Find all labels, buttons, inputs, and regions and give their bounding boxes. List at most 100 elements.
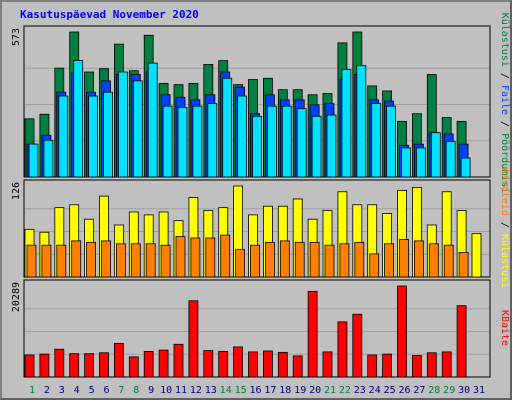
bar-arvuteid-day-8 bbox=[130, 243, 141, 278]
x-tick-label-day-14: 14 bbox=[220, 385, 232, 396]
x-tick-label-day-30: 30 bbox=[458, 385, 470, 396]
bar-p-rdumisi-day-3 bbox=[58, 95, 69, 178]
bar-kbaite-day-5 bbox=[84, 353, 94, 378]
bar-kbaite-day-29 bbox=[441, 351, 452, 378]
bar-arvuteid-day-24 bbox=[369, 253, 380, 278]
legend-entry: Külastusi bbox=[499, 234, 510, 288]
panel-2-legend: Arvuteid / Külastusi bbox=[499, 168, 510, 288]
bar-kbaite-day-1 bbox=[24, 354, 35, 378]
bar-p-rdumisi-day-2 bbox=[43, 139, 54, 178]
bar-kbaite-day-28 bbox=[426, 352, 437, 378]
bar-arvuteid-day-28 bbox=[428, 243, 439, 278]
bar-p-rdumisi-day-13 bbox=[207, 103, 218, 178]
bar-arvuteid-day-10 bbox=[160, 244, 171, 278]
x-tick-label-day-22: 22 bbox=[339, 385, 351, 396]
x-tick-label-day-8: 8 bbox=[133, 385, 139, 396]
panel-3-legend: KBaite bbox=[499, 310, 510, 346]
bar-p-rdumisi-day-12 bbox=[192, 105, 203, 178]
panel-1-ymax-label: 573 bbox=[11, 28, 22, 46]
bar-p-rdumisi-day-16 bbox=[252, 115, 262, 178]
bar-p-rdumisi-day-18 bbox=[281, 105, 292, 178]
bar-kbaite-day-15 bbox=[233, 346, 244, 378]
x-tick-label-day-19: 19 bbox=[294, 385, 306, 396]
bar-arvuteid-day-9 bbox=[145, 243, 156, 278]
bar-arvuteid-day-26 bbox=[399, 239, 409, 278]
legend-entry: Külastusi bbox=[499, 13, 510, 67]
bar-arvuteid-day-21 bbox=[324, 244, 335, 278]
bar-arvuteid-day-18 bbox=[279, 240, 290, 278]
x-tick-label-day-2: 2 bbox=[44, 385, 50, 396]
bar-arvuteid-day-3 bbox=[56, 244, 67, 278]
bar-kbaite-day-22 bbox=[337, 321, 348, 378]
bar-p-rdumisi-day-23 bbox=[356, 65, 367, 178]
bar-kbaite-day-3 bbox=[54, 348, 65, 378]
bar-kbaite-day-2 bbox=[39, 353, 50, 378]
bar-p-rdumisi-day-22 bbox=[341, 69, 352, 178]
bar-arvuteid-day-1 bbox=[26, 244, 37, 278]
x-tick-label-day-6: 6 bbox=[103, 385, 109, 396]
bar-p-rdumisi-day-17 bbox=[266, 105, 277, 178]
bar-kbaite-day-4 bbox=[69, 353, 80, 378]
x-tick-label-day-25: 25 bbox=[384, 385, 396, 396]
bar-p-rdumisi-day-14 bbox=[222, 77, 233, 178]
bar-kbaite-day-21 bbox=[322, 351, 333, 378]
bar-kbaite-day-14 bbox=[218, 351, 229, 378]
bar-arvuteid-day-30 bbox=[458, 252, 469, 278]
bar-arvuteid-day-23 bbox=[354, 241, 365, 278]
bar-p-rdumisi-day-9 bbox=[147, 62, 158, 178]
bar-kbaite-day-17 bbox=[262, 350, 273, 378]
bar-p-rdumisi-day-24 bbox=[371, 103, 382, 178]
bar-p-rdumisi-day-15 bbox=[237, 95, 248, 178]
bar-arvuteid-day-5 bbox=[86, 241, 96, 278]
legend-separator: / bbox=[499, 67, 510, 85]
bar-arvuteid-day-12 bbox=[190, 237, 201, 278]
panel-2-ymax-label: 126 bbox=[11, 182, 22, 200]
x-tick-label-day-24: 24 bbox=[369, 385, 381, 396]
bar-p-rdumisi-day-6 bbox=[103, 91, 113, 178]
x-tick-label-day-12: 12 bbox=[190, 385, 202, 396]
bar-kbaite-day-24 bbox=[367, 354, 378, 378]
x-tick-label-day-21: 21 bbox=[324, 385, 336, 396]
bar-kbaite-day-10 bbox=[158, 349, 169, 378]
bar-arvuteid-day-15 bbox=[235, 249, 246, 278]
x-tick-label-day-10: 10 bbox=[160, 385, 172, 396]
bar-arvuteid-day-27 bbox=[413, 240, 424, 278]
legend-separator: / bbox=[499, 216, 510, 234]
bar-kbaite-day-7 bbox=[114, 342, 124, 378]
bar-arvuteid-day-22 bbox=[339, 243, 350, 278]
x-tick-label-day-11: 11 bbox=[175, 385, 187, 396]
x-tick-label-day-1: 1 bbox=[29, 385, 35, 396]
bar-arvuteid-day-14 bbox=[220, 234, 231, 278]
bar-arvuteid-day-25 bbox=[384, 243, 395, 278]
x-tick-label-day-28: 28 bbox=[428, 385, 440, 396]
bar-kbaite-day-27 bbox=[411, 355, 422, 378]
x-tick-label-day-26: 26 bbox=[398, 385, 410, 396]
x-tick-label-day-29: 29 bbox=[443, 385, 455, 396]
bar-arvuteid-day-29 bbox=[443, 244, 454, 278]
legend-entry: Arvuteid bbox=[499, 168, 510, 216]
x-tick-label-day-16: 16 bbox=[249, 385, 261, 396]
bar-p-rdumisi-day-26 bbox=[401, 147, 411, 178]
bar-arvuteid-day-16 bbox=[250, 244, 260, 278]
bar-kbaite-day-13 bbox=[203, 350, 214, 378]
x-tick-label-day-9: 9 bbox=[148, 385, 154, 396]
bar-kbaite-day-6 bbox=[99, 352, 109, 378]
bar-p-rdumisi-day-28 bbox=[430, 132, 441, 178]
chart-title: Kasutuspäevad November 2020 bbox=[20, 8, 199, 21]
x-tick-label-day-15: 15 bbox=[235, 385, 247, 396]
bar-p-rdumisi-day-8 bbox=[132, 80, 143, 178]
x-tick-label-day-27: 27 bbox=[413, 385, 425, 396]
bar-p-rdumisi-day-10 bbox=[162, 105, 173, 178]
legend-separator: / bbox=[499, 115, 510, 133]
bar-kbaite-day-9 bbox=[143, 351, 154, 378]
legend-entry: Faile bbox=[499, 85, 510, 115]
bar-arvuteid-day-13 bbox=[205, 237, 216, 278]
bar-kbaite-day-26 bbox=[397, 285, 407, 378]
bar-arvuteid-day-17 bbox=[264, 241, 275, 278]
panel-1-legend: Külastusi / Faile / Pöördumisi bbox=[499, 13, 510, 194]
bar-p-rdumisi-day-4 bbox=[73, 60, 84, 178]
x-tick-label-day-4: 4 bbox=[74, 385, 80, 396]
bar-kbaite-day-25 bbox=[382, 353, 393, 378]
bar-arvuteid-day-4 bbox=[71, 240, 82, 278]
